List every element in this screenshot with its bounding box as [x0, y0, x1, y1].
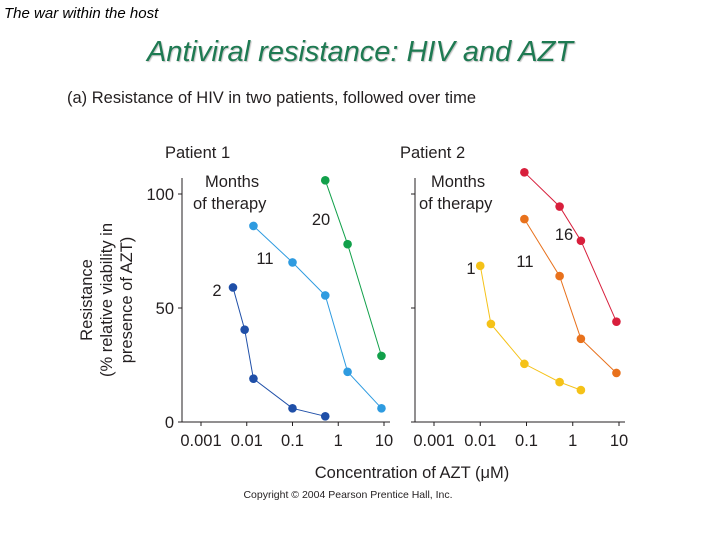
x-tick-label: 0.1 [281, 432, 304, 450]
x-tick-label: 1 [568, 432, 577, 450]
legend-title-line-2: of therapy [419, 195, 493, 213]
series-line [232, 287, 326, 417]
data-point [486, 319, 496, 329]
panel-patient-2: 0.001 0.01 0.1 1 10 Patient 2 Months of therapy… [400, 144, 628, 450]
data-point [520, 359, 529, 369]
x-axis-title: Concentration of AZT (μM) [315, 464, 509, 482]
y-axis-title-line-2: (% relative viability in [98, 223, 116, 377]
series-months-1: 1 [466, 260, 586, 395]
x-tick-label: 0.001 [180, 432, 221, 450]
series-line [479, 265, 582, 391]
series-line [324, 180, 382, 357]
x-tick-label: 0.1 [515, 432, 538, 450]
data-point [612, 317, 621, 326]
x-tick-label: 10 [610, 432, 628, 450]
data-point [520, 168, 529, 177]
series-months-20: 20 [312, 176, 386, 361]
data-point [555, 377, 564, 387]
series-line [524, 171, 617, 322]
y-tick-label: 100 [146, 186, 174, 204]
x-tick-label: 0.01 [464, 432, 496, 450]
x-tick-label: 0.01 [231, 432, 263, 450]
series-months-2: 2 [212, 282, 330, 421]
series-label: 16 [555, 226, 573, 244]
data-point [555, 202, 564, 211]
data-point [555, 271, 564, 281]
data-point [612, 368, 621, 378]
copyright-note: Copyright © 2004 Pearson Prentice Hall, … [243, 489, 452, 501]
panel-name: Patient 1 [165, 144, 230, 162]
y-axis-title: Resistance (% relative viability in pres… [78, 223, 136, 377]
panel-name: Patient 2 [400, 144, 465, 162]
legend-title-line-1: Months [431, 173, 485, 191]
data-point [576, 236, 586, 246]
series-label: 20 [312, 211, 330, 229]
data-point [377, 404, 386, 413]
y-tick-label: 50 [156, 300, 174, 318]
data-point [249, 221, 258, 231]
x-tick-label: 0.001 [413, 432, 454, 450]
series-months-11: 11 [249, 221, 386, 413]
series-months-16: 16 [520, 168, 621, 326]
series-label: 11 [516, 253, 533, 271]
series-line [523, 218, 617, 374]
data-point [320, 412, 330, 421]
chart-title: (a) Resistance of HIV in two patients, f… [67, 89, 476, 107]
series-label: 11 [256, 250, 273, 268]
data-point [240, 325, 249, 334]
series-label: 2 [212, 282, 221, 300]
series-label: 1 [466, 260, 475, 278]
data-point [249, 374, 258, 383]
slide-header: The war within the host [4, 5, 159, 22]
data-point [576, 334, 586, 344]
data-point [377, 351, 386, 361]
slide-title: Antiviral resistance: HIV and AZT [146, 36, 574, 68]
data-point [320, 176, 330, 185]
data-point [520, 214, 529, 224]
x-tick-label: 10 [375, 432, 393, 450]
data-point [228, 283, 238, 292]
data-point [475, 261, 485, 271]
data-point [343, 239, 352, 249]
data-point [288, 258, 297, 267]
data-point [288, 404, 297, 413]
data-point [320, 291, 330, 300]
data-point [343, 367, 352, 377]
series-months-11: 11 [516, 214, 621, 378]
y-axis-title-line-1: Resistance [78, 259, 96, 341]
y-axis-title-line-3: presence of AZT) [118, 237, 136, 364]
legend-title-line-1: Months [205, 173, 259, 191]
legend-title-line-2: of therapy [193, 195, 267, 213]
y-tick-label: 0 [165, 414, 174, 432]
data-point [576, 385, 586, 395]
x-tick-label: 1 [334, 432, 343, 450]
panel-patient-1: 0 50 100 0.001 0.01 0.1 1 10 Patient 1 Months of t… [146, 144, 393, 450]
